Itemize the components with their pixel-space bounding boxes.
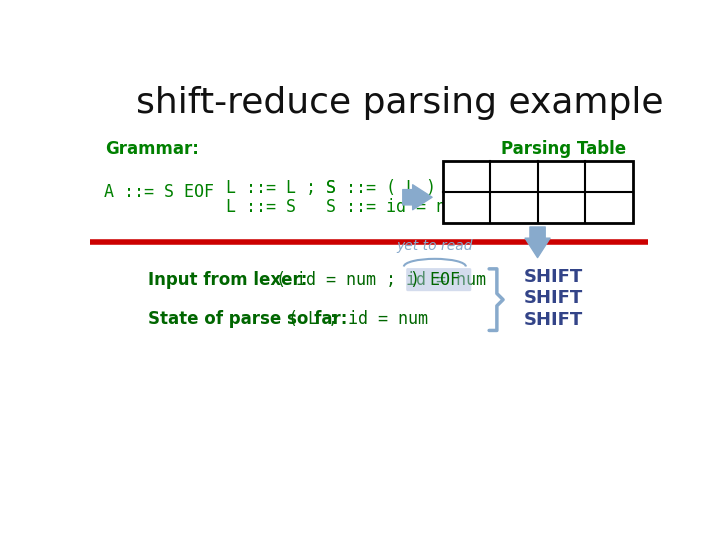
Text: Grammar:: Grammar: [106, 140, 199, 159]
Text: shift-reduce parsing example: shift-reduce parsing example [137, 86, 664, 120]
Text: S ::= id = num: S ::= id = num [326, 198, 467, 216]
Text: State of parse so far:: State of parse so far: [148, 310, 348, 328]
Text: S ::= ( L ): S ::= ( L ) [326, 179, 436, 197]
FancyArrowPatch shape [525, 227, 550, 258]
FancyArrowPatch shape [402, 185, 432, 210]
Text: yet to read: yet to read [397, 239, 473, 253]
Text: L ::= L ; S: L ::= L ; S [225, 179, 336, 197]
Text: A ::= S EOF: A ::= S EOF [104, 183, 214, 201]
Bar [443, 161, 632, 222]
Text: ( L ; id = num: ( L ; id = num [287, 310, 428, 328]
Text: Input from lexer:: Input from lexer: [148, 272, 307, 289]
Text: L ::= S: L ::= S [225, 198, 296, 216]
Text: ( id = num ; id = num: ( id = num ; id = num [276, 272, 486, 289]
Text: SHIFT: SHIFT [524, 289, 583, 307]
Text: Parsing Table: Parsing Table [500, 140, 626, 159]
Text: ) EOF: ) EOF [410, 272, 460, 289]
Text: SHIFT: SHIFT [524, 312, 583, 329]
Text: SHIFT: SHIFT [524, 267, 583, 286]
FancyBboxPatch shape [406, 268, 472, 291]
